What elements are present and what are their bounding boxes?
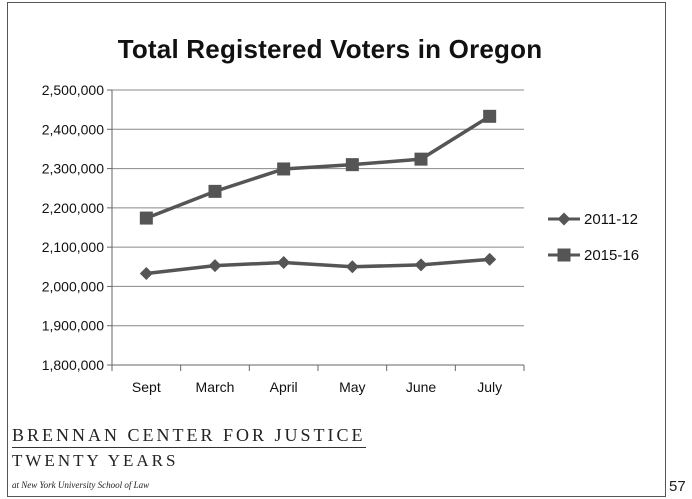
data-point-2015-16: [483, 109, 497, 123]
y-tick-label: 2,100,000: [42, 239, 104, 255]
legend-marker: [557, 248, 571, 262]
chart-gridlines: [112, 89, 524, 327]
series-line-2011-12: [146, 257, 490, 276]
data-point-2011-12: [208, 259, 222, 273]
data-point-2015-16: [277, 162, 291, 176]
chart-axes: [107, 89, 525, 371]
chart-title: Total Registered Voters in Oregon: [117, 34, 543, 64]
data-point-2015-16: [208, 184, 222, 198]
chart-series: [139, 109, 497, 280]
x-tick-label: Sept: [132, 379, 161, 395]
y-tick-label: 2,500,000: [42, 82, 104, 98]
x-axis-tick-labels: Sept March April May June July: [132, 379, 502, 395]
legend-label: 2011-12: [584, 211, 638, 228]
x-tick-label: May: [339, 379, 365, 395]
x-tick-label: April: [270, 379, 298, 395]
y-tick-label: 2,400,000: [42, 121, 104, 137]
x-tick-label: June: [406, 379, 437, 395]
y-tick-label: 2,200,000: [42, 200, 104, 216]
page-number: 57: [669, 478, 686, 495]
y-tick-label: 2,300,000: [42, 161, 104, 177]
x-tick-label: July: [477, 379, 502, 395]
data-point-2015-16: [139, 211, 153, 225]
data-point-2011-12: [414, 258, 428, 272]
y-tick-label: 1,800,000: [42, 357, 104, 373]
y-axis-tick-labels: 1,800,000 1,900,000 2,000,000 2,100,000 2,20…: [42, 82, 104, 373]
legend-label: 2015-16: [584, 247, 639, 264]
data-point-2011-12: [139, 266, 153, 280]
org-subtitle: TWENTY YEARS: [12, 451, 179, 470]
legend-marker: [557, 212, 571, 226]
y-tick-label: 1,900,000: [42, 318, 104, 334]
series-line-2015-16: [145, 114, 491, 220]
chart-legend: 2011-12 2015-16: [548, 211, 639, 264]
data-point-2011-12: [345, 260, 359, 274]
data-point-2011-12: [277, 255, 291, 269]
org-affiliation: at New York University School of Law: [12, 480, 150, 490]
data-point-2015-16: [414, 152, 428, 166]
y-tick-label: 2,000,000: [42, 278, 104, 294]
org-name: BRENNAN CENTER FOR JUSTICE: [12, 425, 366, 448]
data-point-2015-16: [345, 158, 359, 172]
data-point-2011-12: [483, 252, 497, 266]
x-tick-label: March: [196, 379, 235, 395]
slide-frame: [7, 2, 666, 497]
